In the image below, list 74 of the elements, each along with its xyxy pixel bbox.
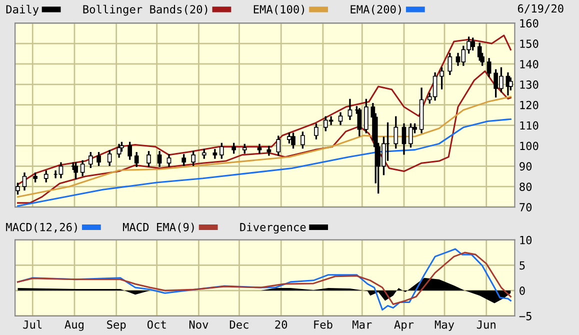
candlestick <box>266 146 272 156</box>
candlestick <box>44 170 48 182</box>
y-tick-label: 150 <box>520 40 538 48</box>
legend-label: EMA(200) <box>350 4 401 15</box>
candlestick <box>16 182 20 195</box>
legend-label: Bollinger Bands(20) <box>83 4 208 16</box>
line-series <box>16 34 512 186</box>
candlestick <box>74 162 78 180</box>
y-tick-label: 130 <box>520 80 538 89</box>
candlestick <box>276 136 281 156</box>
x-tick-label: Dec <box>230 320 248 329</box>
candlestick <box>116 144 122 158</box>
candlestick <box>300 132 305 149</box>
y-tick-label: 90 <box>520 162 532 171</box>
candlestick <box>128 142 132 160</box>
candlestick <box>182 154 186 166</box>
y-tick-label: 140 <box>520 60 538 68</box>
y-tick-label: 100 <box>520 142 538 150</box>
x-tick-label: Oct <box>147 320 166 329</box>
candlestick <box>107 150 112 166</box>
candlestick <box>191 151 196 166</box>
y-tick-label: 110 <box>520 121 538 130</box>
candlestick <box>287 132 292 144</box>
candlestick <box>440 67 444 90</box>
x-tick-label: Nov <box>189 320 208 329</box>
legend-label: Divergence <box>240 222 306 234</box>
y-tick-label: 70 <box>520 203 532 212</box>
candlestick <box>402 123 406 155</box>
candlestick <box>364 98 368 134</box>
candlestick <box>348 98 352 120</box>
x-tick-label: Mar <box>352 320 372 329</box>
candlestick <box>232 142 236 154</box>
y-tick-label: 5 <box>520 261 525 270</box>
x-tick-label: Aug <box>64 320 84 331</box>
candlestick <box>88 152 93 168</box>
candlestick <box>22 172 27 190</box>
candlestick <box>291 132 296 149</box>
legend-label: MACD EMA(9) <box>123 222 194 233</box>
candlestick <box>146 151 151 167</box>
text: 6/19/20 <box>518 4 564 14</box>
legend-label: EMA(100) <box>254 4 304 15</box>
y-tick-label: 0 <box>520 286 525 295</box>
candlestick <box>212 148 218 159</box>
y-tick-label: 160 <box>520 19 538 28</box>
candlestick <box>220 142 224 159</box>
x-tick-label: Jun <box>476 320 496 329</box>
line-series <box>16 118 512 207</box>
y-tick-label: 80 <box>520 182 532 192</box>
candlestick <box>157 151 162 167</box>
y-tick-label: 10 <box>520 236 532 244</box>
candlestick <box>470 38 476 51</box>
candlestick <box>486 58 492 78</box>
candlestick <box>357 108 362 136</box>
line-series <box>16 70 512 204</box>
candlestick <box>448 52 452 76</box>
legend-label: Daily <box>6 4 39 16</box>
candlestick <box>394 116 398 149</box>
x-tick-label: Jul <box>23 320 42 329</box>
candlestick <box>96 152 101 166</box>
candlestick <box>338 112 343 126</box>
x-tick-label: Feb <box>314 320 332 329</box>
candlestick <box>134 152 139 167</box>
candlestick <box>80 160 85 176</box>
candlestick <box>314 123 318 140</box>
x-tick-label: May <box>434 320 454 331</box>
line-series <box>16 96 512 198</box>
x-tick-label: 20 <box>275 320 288 329</box>
y-tick-label: −5 <box>519 312 532 320</box>
candlestick <box>408 123 413 148</box>
y-tick-label: 120 <box>520 100 538 110</box>
x-tick-label: Sep <box>107 320 126 331</box>
candlestick <box>166 154 172 167</box>
x-tick-label: Apr <box>394 320 414 331</box>
legend-label: MACD(12,26) <box>6 222 77 233</box>
